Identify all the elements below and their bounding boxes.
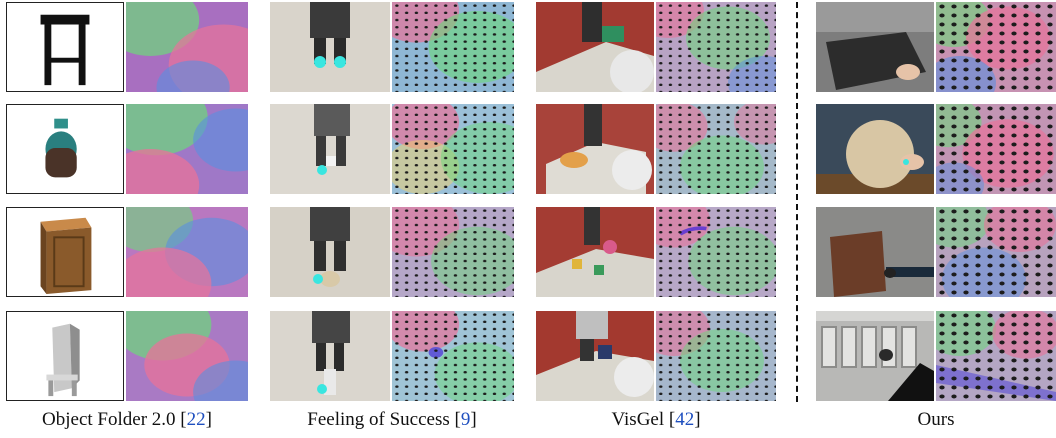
citation-link[interactable]: 22	[186, 409, 206, 430]
tactile-image	[656, 104, 776, 194]
tactile-image	[392, 104, 514, 194]
tactile-image	[126, 2, 248, 92]
tactile-image	[656, 311, 776, 401]
robot-gripper-photo	[270, 311, 390, 401]
tactile-image	[392, 2, 514, 92]
object-image-cabinet	[6, 207, 124, 297]
tactile-image	[936, 104, 1056, 194]
robot-gripper-photo	[270, 2, 390, 92]
caption-object-folder: Object Folder 2.0 [22]	[42, 409, 212, 430]
tactile-image	[936, 311, 1056, 401]
caption-feeling-of-success: Feeling of Success [9]	[307, 409, 477, 430]
tactile-image	[392, 311, 514, 401]
robot-scene-photo	[536, 207, 654, 297]
caption-ours: Ours	[917, 409, 955, 430]
object-image-stool	[6, 2, 124, 92]
scene-photo	[816, 2, 934, 92]
scene-photo	[816, 311, 934, 401]
column-divider	[796, 2, 798, 402]
scene-photo	[816, 104, 934, 194]
chair-icon	[46, 323, 80, 397]
stool-icon	[40, 14, 90, 86]
citation-link[interactable]: 42	[675, 409, 695, 430]
robot-scene-photo	[536, 2, 654, 92]
robot-gripper-photo	[270, 207, 390, 297]
robot-scene-photo	[536, 311, 654, 401]
tactile-image	[656, 207, 776, 297]
object-image-vase	[6, 104, 124, 194]
robot-scene-photo	[536, 104, 654, 194]
robot-gripper-photo	[270, 104, 390, 194]
vase-icon	[45, 118, 77, 178]
cabinet-icon	[40, 217, 92, 295]
tactile-image	[656, 2, 776, 92]
tactile-image	[126, 104, 248, 194]
caption-visgel: VisGel [42]	[611, 409, 701, 430]
tactile-image	[126, 207, 248, 297]
tactile-image	[936, 207, 1056, 297]
tactile-image	[392, 207, 514, 297]
tactile-image	[936, 2, 1056, 92]
tactile-image	[126, 311, 248, 401]
citation-link[interactable]: 9	[460, 409, 471, 430]
object-image-chair	[6, 311, 124, 401]
scene-photo	[816, 207, 934, 297]
